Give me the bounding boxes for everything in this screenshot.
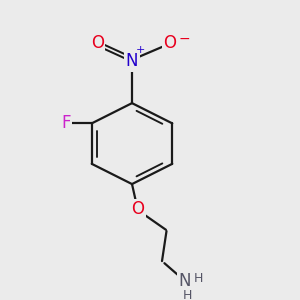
Text: H: H <box>183 289 192 300</box>
Text: N: N <box>178 272 191 290</box>
Text: O: O <box>163 34 176 52</box>
Text: N: N <box>126 52 138 70</box>
Text: O: O <box>131 200 145 218</box>
Text: −: − <box>178 32 190 46</box>
Text: O: O <box>91 34 104 52</box>
Text: F: F <box>61 114 71 132</box>
Text: H: H <box>194 272 204 285</box>
Text: +: + <box>136 45 145 56</box>
